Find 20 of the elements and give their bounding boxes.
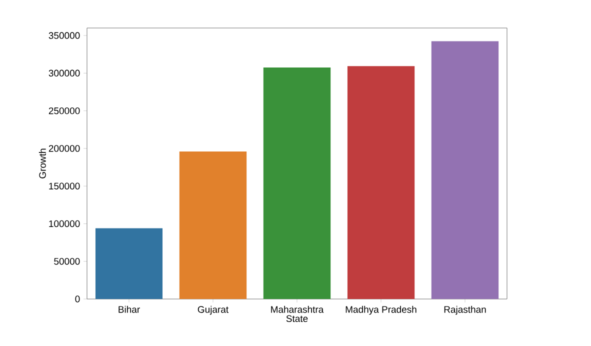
y-tick-label: 100000 [49, 220, 80, 228]
x-axis-title: State [286, 315, 308, 322]
y-tick-label: 150000 [49, 182, 80, 190]
x-tick-label: Maharashtra [271, 306, 324, 313]
y-tick-label: 350000 [48, 32, 80, 39]
y-tick-label: 50000 [54, 258, 80, 265]
x-tick-label: Rajasthan [444, 306, 486, 315]
y-tick-label: 250000 [48, 107, 80, 114]
bar [431, 41, 499, 299]
x-tick-label: Gujarat [198, 306, 229, 315]
bar [179, 151, 247, 299]
x-tick-label: Madhya Pradesh [346, 306, 416, 315]
y-tick-label: 300000 [48, 70, 80, 77]
y-axis-title: Growth [38, 148, 46, 178]
bar [95, 228, 163, 299]
y-tick-label: 0 [75, 296, 80, 302]
bar [263, 68, 331, 299]
bar [347, 66, 415, 299]
x-tick-label: Bihar [118, 306, 140, 313]
y-tick-label: 200000 [48, 145, 80, 152]
